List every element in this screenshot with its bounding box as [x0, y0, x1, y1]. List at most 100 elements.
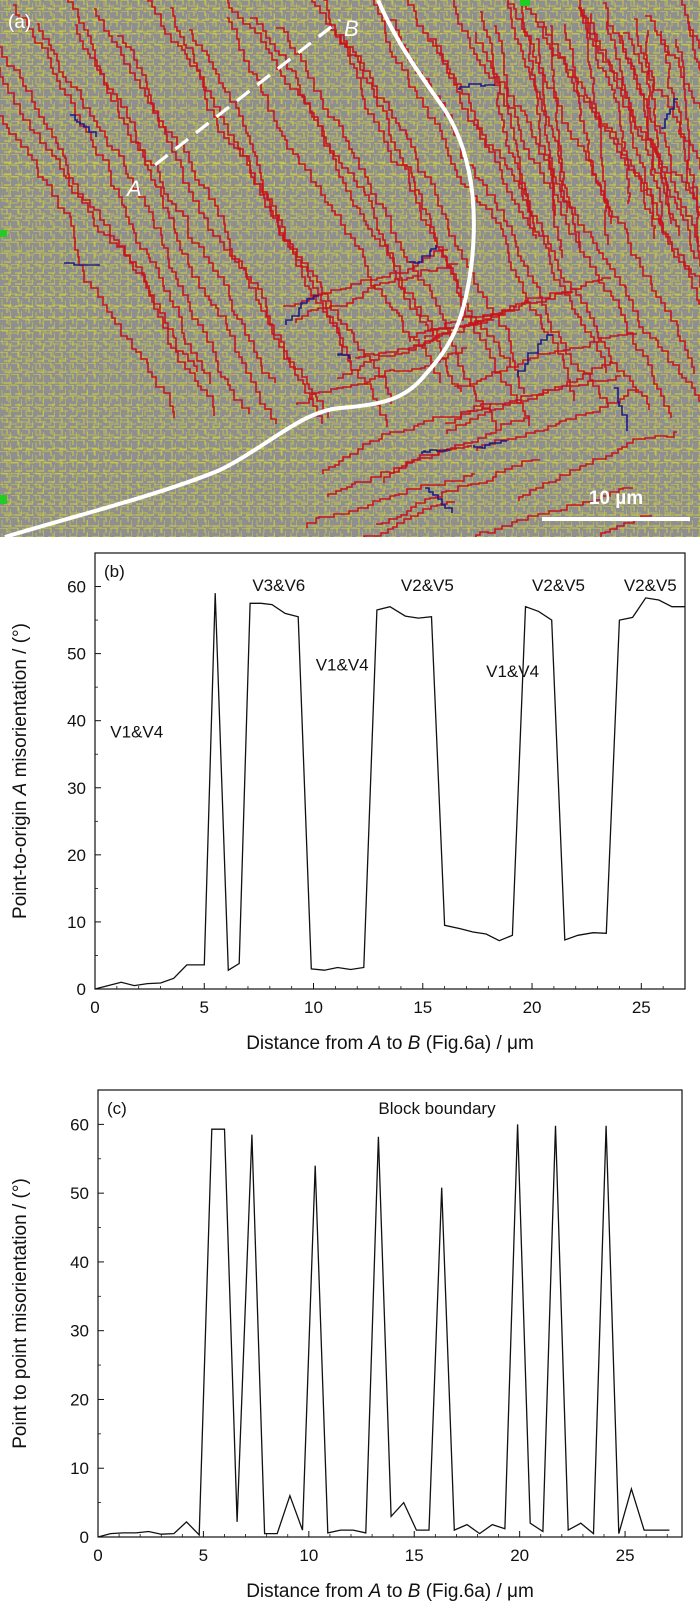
boundary-segment	[67, 0, 276, 383]
prior-austenite-grain-boundary	[4, 0, 476, 537]
y-axis-label: Point to point misorientation / (°)	[10, 1178, 31, 1449]
x-axis-label-part: Distance from	[246, 1581, 368, 1602]
twin-segment	[517, 334, 553, 377]
profile-line-a-to-b	[154, 18, 341, 167]
boundary-segment	[0, 67, 198, 372]
y-tick-label: 60	[67, 578, 86, 597]
boundary-segment	[634, 18, 672, 224]
twin-segment	[337, 353, 351, 359]
high-angle-boundaries	[0, 0, 700, 537]
x-axis-label-part: B	[408, 1033, 421, 1054]
boundary-segment	[0, 115, 175, 418]
scale-bar-label: 10 µm	[589, 488, 643, 509]
x-tick-label: 5	[199, 1546, 208, 1565]
x-axis-label: Distance from A to B (Fig.6a) / μm	[246, 1581, 534, 1602]
y-tick-label: 30	[67, 779, 86, 798]
panel-label-a: (a)	[8, 12, 31, 33]
boundary-segment	[600, 515, 652, 537]
twin-segment	[421, 449, 450, 454]
boundary-segment	[536, 38, 563, 258]
boundary-segment	[170, 7, 388, 427]
boundary-segment	[147, 0, 351, 363]
boundary-segment	[578, 7, 612, 224]
y-axis-label-part: Point-to-origin	[10, 795, 31, 919]
boundary-segment	[660, 31, 700, 216]
x-tick-label: 25	[632, 998, 651, 1017]
boundary-segment	[645, 30, 680, 236]
ebsd-micrograph: (a) A B 10 µm	[0, 0, 700, 537]
y-axis-label: Point-to-origin A misorientation / (°)	[10, 623, 31, 919]
boundary-segment	[337, 319, 494, 379]
x-tick-label: 10	[304, 998, 323, 1017]
twin-segment	[661, 98, 678, 129]
boundary-segment	[376, 459, 540, 525]
boundary-segment	[327, 445, 472, 497]
boundary-segment	[311, 0, 511, 367]
boundary-segment	[606, 21, 656, 239]
y-tick-label: 0	[77, 980, 86, 999]
annotation: V1&V4	[486, 662, 539, 681]
twin-segment	[473, 440, 507, 449]
boundary-segment	[578, 7, 700, 247]
panel-label: (b)	[104, 562, 125, 581]
boundary-segment	[227, 0, 434, 336]
boundary-segment	[75, 24, 277, 424]
boundary-segment	[539, 21, 700, 288]
low-angle-boundary-network-2	[0, 0, 700, 537]
twin-segment	[614, 387, 628, 431]
annotation: V2&V5	[532, 576, 585, 595]
y-tick-label: 60	[70, 1115, 89, 1134]
boundary-segment	[37, 23, 250, 414]
boundary-segment	[0, 46, 215, 416]
x-tick-label: 10	[299, 1546, 318, 1565]
y-tick-label: 50	[67, 645, 86, 664]
boundary-segment	[276, 27, 497, 430]
green-marker	[0, 230, 7, 237]
boundary-segment	[525, 0, 700, 305]
boundary-segment	[227, 17, 441, 383]
boundary-segment	[480, 11, 531, 228]
x-axis-label-part: (Fig.6a) / μm	[420, 1581, 533, 1602]
twin-segment	[285, 295, 319, 325]
boundary-segment	[675, 39, 700, 257]
x-tick-label: 0	[90, 998, 99, 1017]
boundary-segment	[117, 35, 329, 418]
x-axis-label-part: to	[381, 1033, 407, 1054]
y-axis-label-part: A	[10, 783, 31, 797]
boundary-segment	[250, 17, 462, 392]
plot-frame	[97, 1089, 683, 1538]
boundary-segment	[550, 25, 580, 248]
boundary-segment	[475, 32, 700, 402]
twin-boundaries	[64, 83, 678, 513]
y-tick-label: 40	[67, 712, 86, 731]
boundary-segment	[373, 0, 575, 401]
x-axis-label-part: (Fig.6a) / μm	[420, 1033, 533, 1054]
annotation: V3&V6	[252, 576, 305, 595]
twin-segment	[64, 262, 100, 266]
y-tick-label: 20	[67, 846, 86, 865]
boundary-segment	[579, 0, 700, 267]
boundary-segment	[306, 473, 475, 528]
boundary-segment	[94, 8, 323, 424]
x-axis-label: Distance from A to B (Fig.6a) / μm	[246, 1033, 534, 1054]
boundary-segment	[389, 19, 608, 404]
x-tick-label: 0	[93, 1546, 102, 1565]
boundary-segment	[446, 375, 621, 434]
x-tick-label: 5	[200, 998, 209, 1017]
boundary-segment	[453, 0, 672, 418]
point-b-label: B	[344, 16, 359, 41]
boundary-segment	[475, 487, 633, 537]
y-tick-label: 50	[70, 1184, 89, 1203]
x-axis-label-part: A	[368, 1033, 382, 1054]
boundary-segment	[409, 291, 573, 342]
boundary-segment	[296, 347, 467, 405]
chart-c: 0 5 10 15 20 25 0 10 20 30 40 50 60 (c) Block boundary…	[10, 1089, 683, 1602]
boundary-segment	[363, 501, 455, 537]
misorientation-line	[97, 1124, 670, 1538]
x-axis-label-part: B	[408, 1581, 421, 1602]
boundary-segment	[645, 15, 700, 109]
annotation: V1&V4	[110, 722, 163, 741]
boundary-segment	[521, 5, 556, 216]
boundary-segment	[564, 24, 609, 245]
y-tick-label: 30	[70, 1322, 89, 1341]
